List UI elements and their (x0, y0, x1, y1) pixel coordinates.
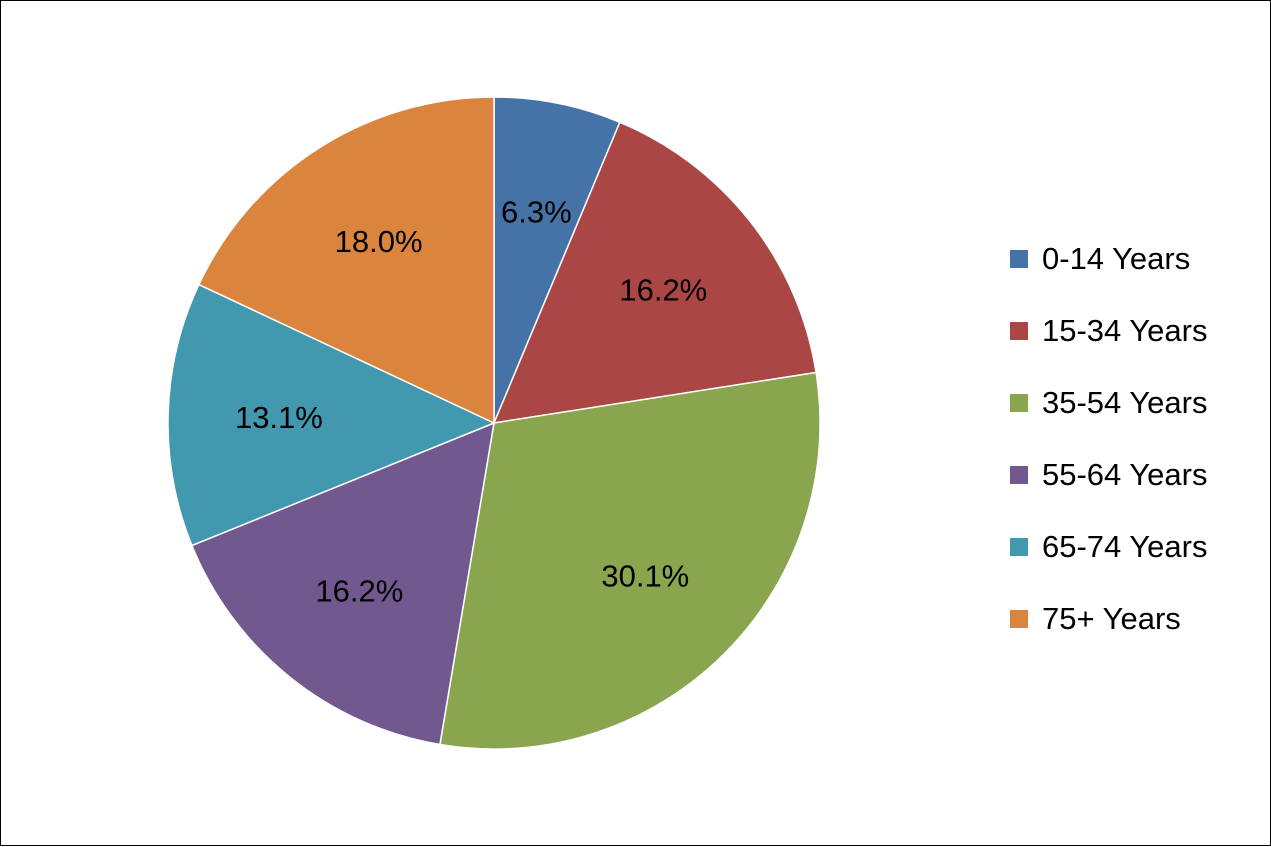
pie-slices (167, 96, 821, 750)
legend-label-0-14: 0-14 Years (1042, 241, 1191, 276)
legend-swatch-35-54 (1010, 394, 1028, 412)
legend-label-65-74: 65-74 Years (1042, 529, 1208, 564)
data-label-65-74-years: 13.1% (235, 400, 323, 435)
pie-slice-65-74-years (167, 283, 496, 547)
legend-item-0-14: 0-14 Years (1010, 223, 1207, 295)
data-label-35-54-years: 30.1% (601, 558, 689, 593)
legend-label-35-54: 35-54 Years (1042, 385, 1208, 420)
pie-slice-75-years (197, 96, 495, 425)
legend-item-75-plus: 75+ Years (1010, 583, 1207, 655)
legend-swatch-55-64 (1010, 466, 1028, 484)
legend-label-15-34: 15-34 Years (1042, 313, 1208, 348)
legend-label-75-plus: 75+ Years (1042, 601, 1181, 636)
legend-item-15-34: 15-34 Years (1010, 295, 1207, 367)
legend-swatch-65-74 (1010, 538, 1028, 556)
pie-slice-55-64-years (190, 421, 495, 746)
legend-swatch-0-14 (1010, 250, 1028, 268)
legend: 0-14 Years 15-34 Years 35-54 Years 55-64… (1010, 223, 1207, 655)
data-label-15-34-years: 16.2% (619, 273, 707, 308)
legend-swatch-75-plus (1010, 610, 1028, 628)
pie-slice-0-14-years (493, 96, 621, 424)
legend-item-65-74: 65-74 Years (1010, 511, 1207, 583)
data-label-75-years: 18.0% (335, 224, 423, 259)
legend-label-55-64: 55-64 Years (1042, 457, 1208, 492)
pie-data-labels: 6.3% 16.2% 30.1% 16.2% 13.1% 18.0% (235, 195, 707, 609)
pie-slice-35-54-years (439, 371, 821, 750)
pie-slice-15-34-years (492, 121, 817, 424)
legend-swatch-15-34 (1010, 322, 1028, 340)
legend-item-35-54: 35-54 Years (1010, 367, 1207, 439)
data-label-55-64-years: 16.2% (315, 573, 403, 608)
data-label-0-14-years: 6.3% (501, 195, 572, 230)
legend-item-55-64: 55-64 Years (1010, 439, 1207, 511)
